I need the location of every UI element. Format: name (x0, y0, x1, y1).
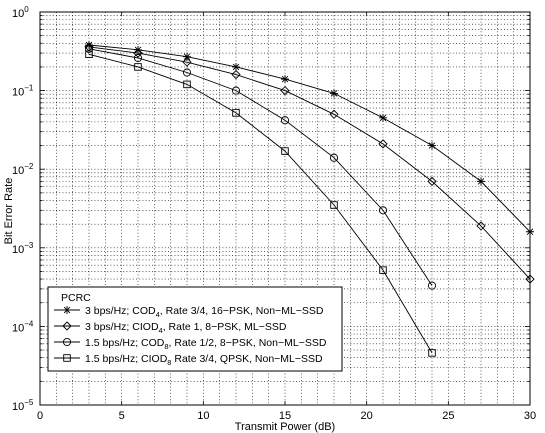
data-point-series-2 (133, 48, 143, 58)
x-tick-label: 20 (361, 410, 373, 422)
data-point-series-2 (378, 139, 388, 149)
data-point-series-4 (379, 266, 387, 274)
data-point-series-1 (428, 141, 436, 150)
legend-marker (62, 321, 72, 331)
x-tick-label: 30 (524, 410, 536, 422)
data-point-series-4 (330, 201, 338, 209)
data-point-series-4 (85, 50, 93, 59)
y-axis-label: Bit Error Rate (3, 178, 15, 245)
x-tick-label: 25 (442, 410, 454, 422)
y-tick-label: 10−4 (12, 319, 34, 334)
data-point-series-3 (84, 44, 94, 53)
y-tick-label: 100 (12, 5, 29, 20)
data-point-series-3 (329, 153, 339, 162)
y-tick-labels: 100 10−1 10−2 10−3 10−4 10−5 (12, 5, 34, 413)
legend-marker (63, 354, 71, 362)
series-line-1 (88, 44, 531, 233)
data-point-series-1 (134, 45, 142, 54)
data-point-series-3 (378, 206, 388, 215)
x-axis-label: Transmit Power (dB) (235, 421, 335, 433)
data-point-series-1 (183, 52, 191, 61)
legend: PCRC 3 bps/Hz; COD4, Rate 3/4, 16−PSK, N… (47, 286, 343, 372)
series-line-3 (88, 48, 433, 286)
data-point-series-3 (231, 86, 241, 95)
legend-marker (62, 337, 72, 347)
legend-entry: 3 bps/Hz; COD4, Rate 3/4, 16−PSK, Non−ML… (85, 305, 324, 319)
series-line-2 (88, 46, 531, 280)
series-markers (84, 41, 535, 357)
data-point-series-4 (183, 80, 191, 89)
legend-marker (63, 306, 71, 314)
data-point-series-2 (329, 109, 339, 119)
data-point-series-1 (477, 177, 485, 186)
data-point-series-3 (427, 281, 437, 290)
legend-title: PCRC (61, 292, 91, 304)
x-tick-labels: 0 5 10 15 20 25 30 (37, 410, 536, 422)
data-point-series-3 (182, 68, 192, 77)
data-point-series-3 (280, 116, 290, 125)
x-tick-label: 15 (279, 410, 291, 422)
legend-items: 3 bps/Hz; COD4, Rate 3/4, 16−PSK, Non−ML… (54, 305, 327, 367)
data-point-series-4 (134, 63, 142, 71)
x-tick-label: 10 (197, 410, 209, 422)
legend-box (47, 286, 343, 372)
axis-ticks (39, 12, 531, 406)
x-tick-label: 0 (37, 410, 43, 422)
data-point-series-4 (281, 147, 289, 155)
data-point-series-2 (231, 69, 241, 80)
y-tick-label: 10−2 (12, 162, 34, 177)
x-tick-label: 5 (119, 410, 125, 422)
data-point-series-1 (526, 227, 534, 236)
y-tick-label: 10−5 (12, 398, 34, 413)
y-tick-label: 10−3 (12, 241, 34, 256)
data-point-series-4 (232, 109, 240, 117)
series-lines (88, 44, 531, 354)
legend-entry: 1.5 bps/Hz; CIOD8 Rate 3/4, QPSK, Non−ML… (85, 353, 323, 367)
series-line-4 (88, 53, 433, 354)
data-point-series-2 (476, 221, 486, 231)
legend-entry: 3 bps/Hz; CIOD4, Rate 1, 8−PSK, ML−SSD (85, 321, 287, 335)
data-point-series-1 (379, 113, 387, 122)
data-point-series-2 (525, 274, 535, 284)
y-tick-label: 10−1 (12, 84, 34, 99)
data-point-series-1 (232, 62, 240, 71)
data-point-series-4 (428, 349, 436, 357)
data-point-series-2 (280, 85, 290, 96)
data-point-series-2 (427, 176, 437, 187)
data-point-series-1 (330, 89, 338, 98)
data-point-series-1 (281, 75, 289, 84)
data-point-series-2 (182, 57, 192, 67)
data-point-series-3 (133, 53, 143, 63)
legend-entry: 1.5 bps/Hz; COD8, Rate 1/2, 8−PSK, Non−M… (85, 337, 327, 351)
